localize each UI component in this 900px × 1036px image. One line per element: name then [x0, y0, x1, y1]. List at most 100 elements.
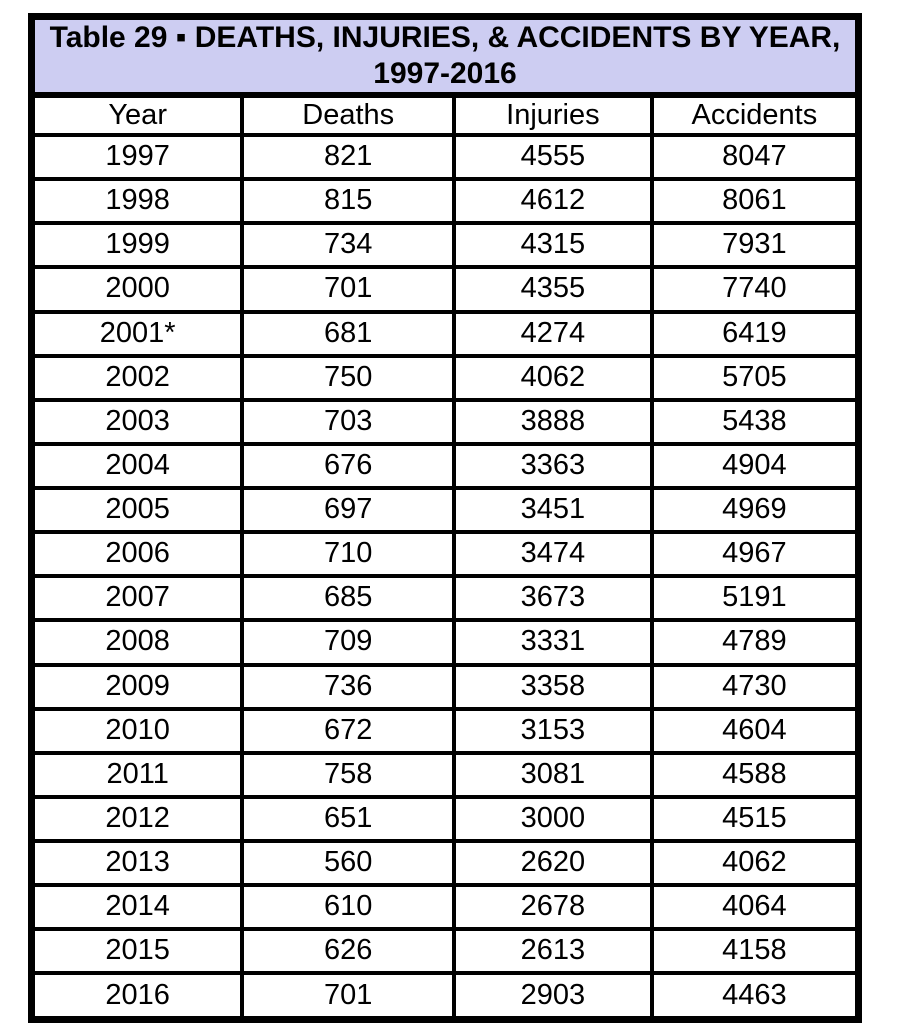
injuries-cell: 2620 — [452, 838, 654, 888]
year-cell: 2003 — [29, 397, 245, 446]
injuries-cell: 3451 — [452, 485, 654, 535]
table-row: 2013 560 2620 4062 — [29, 838, 861, 888]
table-row: 2016 701 2903 4463 — [29, 971, 861, 1022]
accidents-cell: 4158 — [649, 927, 861, 976]
injuries-cell: 4555 — [452, 132, 654, 182]
year-cell: 2001* — [29, 309, 245, 358]
year-cell: 2000 — [29, 265, 245, 314]
deaths-injuries-accidents-table: Table 29 ▪ DEATHS, INJURIES, & ACCIDENTS… — [28, 13, 862, 1023]
year-cell: 2002 — [29, 353, 245, 402]
accidents-cell: 4062 — [649, 838, 861, 888]
year-cell: 2006 — [29, 530, 245, 579]
year-cell: 2016 — [29, 971, 245, 1022]
table-row: 2005 697 3451 4969 — [29, 485, 861, 535]
year-cell: 1998 — [29, 177, 245, 226]
deaths-cell: 676 — [240, 441, 457, 491]
injuries-cell: 3888 — [452, 397, 654, 446]
column-header-accidents: Accidents — [649, 93, 861, 137]
deaths-cell: 651 — [240, 794, 457, 844]
injuries-cell: 3673 — [452, 574, 654, 623]
deaths-cell: 703 — [240, 397, 457, 446]
year-cell: 2004 — [29, 441, 245, 491]
table-row: 2011 758 3081 4588 — [29, 750, 861, 799]
table-header-row: Year Deaths Injuries Accidents — [29, 93, 861, 137]
accidents-cell: 6419 — [649, 309, 861, 358]
deaths-cell: 697 — [240, 485, 457, 535]
table-title-line2: 1997-2016 — [373, 57, 517, 90]
injuries-cell: 4274 — [452, 309, 654, 358]
injuries-cell: 3358 — [452, 662, 654, 711]
injuries-cell: 3081 — [452, 750, 654, 799]
accidents-cell: 5191 — [649, 574, 861, 623]
accidents-cell: 8047 — [649, 132, 861, 182]
deaths-cell: 758 — [240, 750, 457, 799]
deaths-cell: 750 — [240, 353, 457, 402]
deaths-cell: 626 — [240, 927, 457, 976]
deaths-cell: 672 — [240, 706, 457, 755]
year-cell: 2008 — [29, 618, 245, 667]
injuries-cell: 2613 — [452, 927, 654, 976]
deaths-cell: 701 — [240, 971, 457, 1022]
accidents-cell: 4064 — [649, 883, 861, 932]
accidents-cell: 4789 — [649, 618, 861, 667]
accidents-cell: 7740 — [649, 265, 861, 314]
year-cell: 2011 — [29, 750, 245, 799]
table-row: 2009 736 3358 4730 — [29, 662, 861, 711]
table-body: 1997 821 4555 8047 1998 815 4612 8061 1999 734 431… — [29, 132, 861, 1022]
year-cell: 2009 — [29, 662, 245, 711]
table-title-line1: Table 29 ▪ DEATHS, INJURIES, & ACCIDENTS… — [49, 21, 841, 54]
injuries-cell: 4315 — [452, 221, 654, 270]
year-cell: 2015 — [29, 927, 245, 976]
accidents-cell: 4904 — [649, 441, 861, 491]
year-cell: 1999 — [29, 221, 245, 270]
table-row: 2010 672 3153 4604 — [29, 706, 861, 755]
year-cell: 1997 — [29, 132, 245, 182]
table-row: 1997 821 4555 8047 — [29, 132, 861, 182]
deaths-cell: 560 — [240, 838, 457, 888]
deaths-cell: 610 — [240, 883, 457, 932]
accidents-cell: 4967 — [649, 530, 861, 579]
year-cell: 2007 — [29, 574, 245, 623]
accidents-cell: 4969 — [649, 485, 861, 535]
year-cell: 2005 — [29, 485, 245, 535]
year-cell: 2014 — [29, 883, 245, 932]
injuries-cell: 2678 — [452, 883, 654, 932]
year-cell: 2013 — [29, 838, 245, 888]
deaths-cell: 734 — [240, 221, 457, 270]
injuries-cell: 3474 — [452, 530, 654, 579]
table-row: 2015 626 2613 4158 — [29, 927, 861, 976]
injuries-cell: 3153 — [452, 706, 654, 755]
accidents-cell: 4463 — [649, 971, 861, 1022]
injuries-cell: 4062 — [452, 353, 654, 402]
deaths-cell: 681 — [240, 309, 457, 358]
table-row: 2012 651 3000 4515 — [29, 794, 861, 844]
column-header-deaths: Deaths — [240, 93, 457, 137]
table-row: 1998 815 4612 8061 — [29, 177, 861, 226]
table-row: 2004 676 3363 4904 — [29, 441, 861, 491]
injuries-cell: 4355 — [452, 265, 654, 314]
accidents-cell: 4730 — [649, 662, 861, 711]
accidents-cell: 4604 — [649, 706, 861, 755]
injuries-cell: 3363 — [452, 441, 654, 491]
table-title: Table 29 ▪ DEATHS, INJURIES, & ACCIDENTS… — [29, 14, 861, 98]
deaths-cell: 821 — [240, 132, 457, 182]
column-header-year: Year — [29, 93, 245, 137]
deaths-cell: 736 — [240, 662, 457, 711]
injuries-cell: 3331 — [452, 618, 654, 667]
year-cell: 2012 — [29, 794, 245, 844]
injuries-cell: 3000 — [452, 794, 654, 844]
accidents-cell: 7931 — [649, 221, 861, 270]
table-row: 2003 703 3888 5438 — [29, 397, 861, 446]
table-row: 2001* 681 4274 6419 — [29, 309, 861, 358]
deaths-cell: 701 — [240, 265, 457, 314]
injuries-cell: 2903 — [452, 971, 654, 1022]
deaths-cell: 709 — [240, 618, 457, 667]
table-title-row: Table 29 ▪ DEATHS, INJURIES, & ACCIDENTS… — [29, 14, 861, 98]
table-row: 2007 685 3673 5191 — [29, 574, 861, 623]
table-row: 2002 750 4062 5705 — [29, 353, 861, 402]
year-cell: 2010 — [29, 706, 245, 755]
table-row: 2014 610 2678 4064 — [29, 883, 861, 932]
accidents-cell: 5705 — [649, 353, 861, 402]
accidents-cell: 5438 — [649, 397, 861, 446]
